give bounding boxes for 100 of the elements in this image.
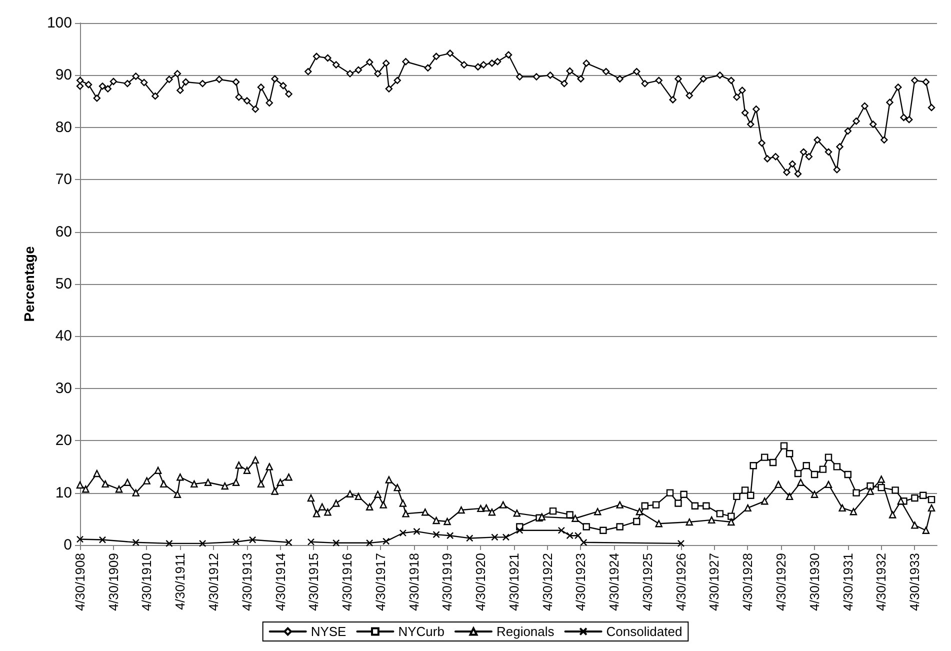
point bbox=[633, 518, 640, 526]
legend-label: NYSE bbox=[310, 624, 347, 639]
point bbox=[566, 511, 574, 518]
y-tick-label: 20 bbox=[55, 432, 72, 450]
legend-label: Regionals bbox=[496, 624, 555, 639]
point bbox=[761, 454, 768, 461]
point bbox=[652, 501, 660, 508]
x-tick-label: 4/30/1928 bbox=[740, 553, 756, 611]
point bbox=[680, 490, 688, 498]
x-tick-label: 4/30/1911 bbox=[172, 553, 188, 610]
x-tick-label: 4/30/1916 bbox=[340, 553, 355, 611]
point bbox=[232, 538, 240, 546]
x-tick-label: 4/30/1927 bbox=[706, 553, 722, 611]
x-tick-label: 4/30/1932 bbox=[874, 553, 889, 611]
point bbox=[819, 466, 827, 473]
point bbox=[866, 482, 874, 490]
x-tick-label: 4/30/1908 bbox=[72, 553, 88, 611]
y-tick-label: 90 bbox=[55, 66, 72, 84]
point bbox=[307, 538, 315, 546]
point bbox=[794, 470, 802, 478]
x-tick-label: 4/30/1913 bbox=[239, 553, 254, 611]
point bbox=[691, 502, 699, 510]
x-tick-label: 4/30/1918 bbox=[406, 553, 422, 611]
point bbox=[491, 534, 498, 541]
x-tick-label: 4/30/1912 bbox=[206, 553, 222, 611]
point bbox=[733, 492, 740, 500]
point bbox=[920, 492, 927, 500]
point bbox=[878, 484, 885, 492]
point bbox=[747, 492, 754, 500]
point bbox=[802, 462, 810, 470]
point bbox=[769, 458, 777, 466]
y-tick-label: 40 bbox=[55, 328, 72, 345]
point bbox=[248, 536, 256, 544]
point bbox=[702, 502, 710, 510]
point bbox=[677, 540, 685, 548]
x-tick-label: 4/30/1929 bbox=[774, 553, 789, 611]
point bbox=[198, 540, 206, 548]
point bbox=[750, 462, 757, 470]
point bbox=[502, 534, 510, 541]
x-tick-label: 4/30/1931 bbox=[840, 553, 856, 611]
point bbox=[582, 523, 590, 530]
point bbox=[574, 532, 582, 540]
point bbox=[780, 442, 788, 450]
point bbox=[413, 528, 420, 536]
point bbox=[466, 534, 474, 542]
point bbox=[132, 538, 140, 546]
x-tick-label: 4/30/1922 bbox=[540, 553, 555, 611]
point bbox=[566, 532, 574, 540]
point bbox=[549, 507, 557, 515]
point bbox=[166, 540, 173, 548]
x-tick-label: 4/30/1914 bbox=[272, 553, 288, 611]
y-tick-label: 10 bbox=[55, 484, 72, 502]
point bbox=[332, 539, 340, 547]
point bbox=[641, 502, 648, 510]
point bbox=[728, 512, 735, 520]
point bbox=[76, 536, 84, 543]
legend-label: NYCurb bbox=[398, 624, 444, 639]
x-tick-label: 4/30/1923 bbox=[573, 553, 588, 611]
point bbox=[382, 538, 390, 545]
point bbox=[786, 450, 794, 458]
point bbox=[716, 510, 724, 518]
x-tick-label: 4/30/1926 bbox=[673, 553, 688, 611]
point bbox=[98, 536, 106, 544]
legend-label: Consolidated bbox=[606, 624, 682, 639]
point bbox=[844, 470, 852, 478]
y-tick-label: 0 bbox=[64, 536, 72, 554]
y-axis-title: Percentage bbox=[21, 246, 37, 322]
x-tick-label: 4/30/1925 bbox=[640, 553, 656, 611]
x-tick-label: 4/30/1910 bbox=[139, 553, 154, 611]
x-tick-label: 4/30/1919 bbox=[440, 553, 455, 611]
x-tick-label: 4/30/1933 bbox=[907, 553, 922, 611]
point bbox=[366, 539, 374, 547]
point bbox=[892, 486, 899, 494]
y-tick-label: 60 bbox=[55, 223, 72, 240]
y-tick-label: 50 bbox=[55, 276, 72, 292]
point bbox=[810, 470, 818, 478]
x-tick-label: 4/30/1924 bbox=[606, 553, 622, 611]
x-tick-label: 4/30/1930 bbox=[806, 553, 822, 611]
x-tick-label: 4/30/1921 bbox=[506, 553, 522, 611]
point bbox=[616, 523, 624, 530]
point bbox=[446, 532, 454, 540]
point bbox=[674, 500, 682, 507]
y-tick-label: 100 bbox=[46, 14, 72, 32]
y-tick-label: 80 bbox=[55, 118, 72, 136]
point bbox=[928, 496, 936, 504]
point bbox=[666, 489, 674, 496]
x-tick-label: 4/30/1920 bbox=[473, 553, 488, 611]
y-tick-label: 30 bbox=[55, 380, 72, 397]
point bbox=[852, 489, 860, 496]
point bbox=[285, 538, 292, 546]
point bbox=[558, 526, 566, 534]
point bbox=[911, 494, 918, 502]
y-tick-label: 70 bbox=[55, 171, 72, 188]
point bbox=[399, 529, 407, 537]
point bbox=[824, 454, 832, 461]
point bbox=[741, 486, 749, 494]
point bbox=[580, 538, 588, 546]
x-tick-label: 4/30/1909 bbox=[106, 553, 121, 611]
point bbox=[432, 530, 440, 538]
point bbox=[600, 526, 607, 534]
